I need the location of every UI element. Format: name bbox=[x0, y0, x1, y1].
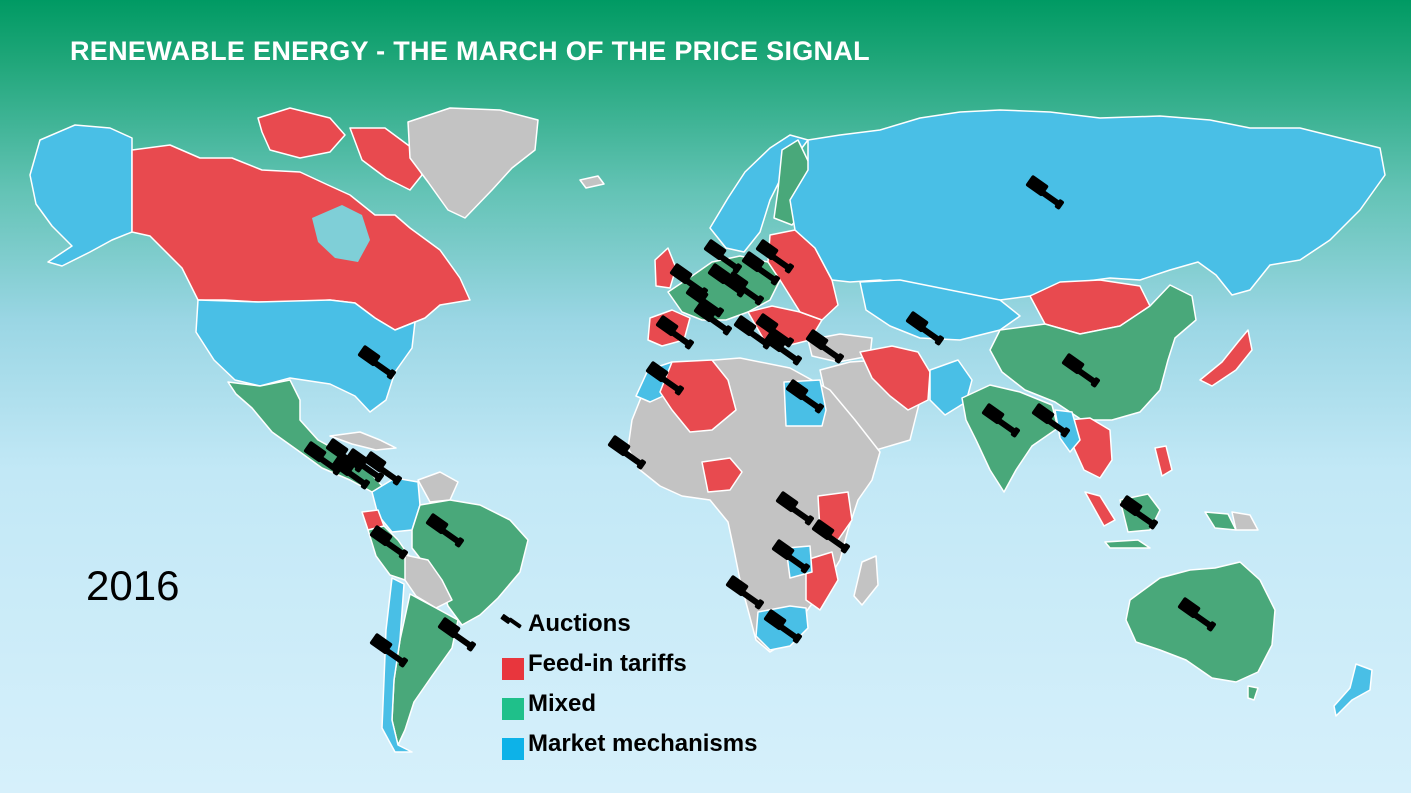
region-caribbean bbox=[329, 431, 397, 451]
region-indonesia-sumatra bbox=[1084, 491, 1116, 527]
auction-gavel-icon bbox=[755, 313, 794, 348]
auction-gavel-icon bbox=[1119, 495, 1158, 530]
auction-gavel-icon bbox=[607, 435, 646, 470]
region-arctic-islands bbox=[257, 107, 346, 159]
region-papua bbox=[1204, 511, 1237, 531]
auction-markers bbox=[303, 175, 1216, 668]
auction-gavel-icon bbox=[763, 331, 802, 366]
region-chile bbox=[381, 577, 413, 753]
region-japan bbox=[1199, 329, 1253, 387]
year-label: 2016 bbox=[86, 562, 180, 609]
region-philippines bbox=[1154, 445, 1173, 477]
auction-gavel-icon bbox=[693, 301, 732, 336]
gavel-icon bbox=[500, 614, 522, 629]
auction-gavel-icon bbox=[805, 329, 844, 364]
region-china bbox=[989, 284, 1197, 421]
auction-gavel-icon bbox=[1025, 175, 1064, 210]
auction-gavel-icon bbox=[741, 251, 780, 286]
region-baffin-island bbox=[349, 127, 423, 191]
region-new-zealand bbox=[1333, 663, 1373, 717]
region-se-asia bbox=[1067, 417, 1113, 479]
region-bolivia bbox=[404, 554, 453, 609]
hudson-bay bbox=[312, 205, 370, 262]
region-algeria bbox=[659, 359, 737, 433]
auction-gavel-icon bbox=[785, 379, 824, 414]
auction-gavel-icon bbox=[331, 455, 370, 490]
region-venezuela bbox=[417, 471, 459, 503]
region-western-europe bbox=[667, 255, 781, 321]
legend-swatch-market-mechanisms bbox=[502, 738, 524, 760]
auction-gavel-icon bbox=[655, 315, 694, 350]
auction-gavel-icon bbox=[771, 539, 810, 574]
auction-gavel-icon bbox=[725, 575, 764, 610]
region-png bbox=[1231, 511, 1259, 531]
auction-gavel-icon bbox=[905, 311, 944, 346]
auction-gavel-icon bbox=[425, 513, 464, 548]
legend-label-feed-in-tariffs: Feed-in tariffs bbox=[528, 650, 687, 677]
region-nigeria bbox=[701, 457, 743, 493]
region-mozambique bbox=[805, 551, 839, 611]
auction-gavel-icon bbox=[775, 491, 814, 526]
auction-gavel-icon bbox=[1031, 403, 1070, 438]
legend-label-auctions: Auctions bbox=[528, 610, 631, 637]
region-iceland bbox=[579, 175, 605, 189]
legend-swatch-feed-in-tariffs bbox=[502, 658, 524, 680]
auction-gavel-icon bbox=[1061, 353, 1100, 388]
auction-gavel-icon bbox=[369, 633, 408, 668]
auction-gavel-icon bbox=[437, 617, 476, 652]
auction-gavel-icon bbox=[725, 271, 764, 306]
legend-label-market-mechanisms: Market mechanisms bbox=[528, 730, 758, 757]
auction-gavel-icon bbox=[369, 525, 408, 560]
region-alaska bbox=[29, 124, 133, 267]
region-india bbox=[961, 384, 1059, 493]
legend-swatch-mixed bbox=[502, 698, 524, 720]
auction-gavel-icon bbox=[981, 403, 1020, 438]
auction-gavel-icon bbox=[703, 239, 742, 274]
auction-gavel-icon bbox=[345, 448, 384, 483]
auction-gavel-icon bbox=[645, 361, 684, 396]
region-uk bbox=[654, 247, 677, 289]
region-tasmania bbox=[1247, 685, 1259, 701]
region-iran bbox=[859, 345, 931, 411]
slide-title: RENEWABLE ENERGY - THE MARCH OF THE PRIC… bbox=[70, 36, 870, 66]
region-usa bbox=[195, 299, 416, 413]
auction-gavel-icon bbox=[755, 239, 794, 274]
auction-gavel-icon bbox=[363, 451, 402, 486]
auction-gavel-icon bbox=[357, 345, 396, 380]
region-java bbox=[1104, 539, 1151, 549]
region-russia bbox=[789, 109, 1386, 301]
region-greenland bbox=[407, 107, 539, 219]
auction-gavel-icon bbox=[811, 519, 850, 554]
legend-label-mixed: Mixed bbox=[528, 690, 597, 717]
auction-gavel-icon bbox=[1177, 597, 1216, 632]
region-madagascar bbox=[853, 555, 879, 606]
auction-gavel-icon bbox=[763, 609, 802, 644]
auction-gavel-icon bbox=[685, 283, 724, 318]
